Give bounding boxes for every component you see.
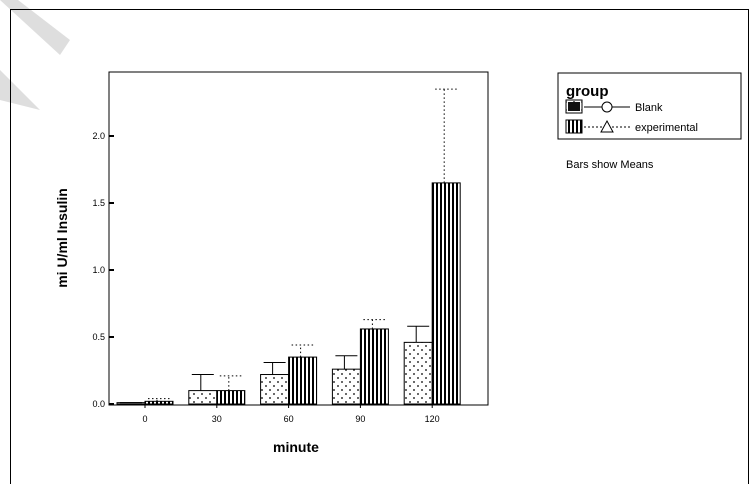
bar-blank — [260, 374, 290, 405]
y-tick-label: 2.0 — [92, 131, 105, 141]
bar-experimental — [359, 328, 389, 405]
y-tick-label: 0.5 — [92, 332, 105, 342]
legend-box — [557, 72, 742, 140]
legend-item-experimental: experimental — [565, 119, 698, 134]
bar-experimental — [144, 400, 174, 405]
y-tick-label: 1.5 — [92, 198, 105, 208]
x-tick-label: 60 — [284, 414, 294, 424]
error-bars-layer — [120, 88, 458, 404]
x-tick-label: 120 — [425, 414, 440, 424]
bars-layer — [116, 182, 461, 405]
figure-border — [10, 9, 749, 484]
y-tick-label: 0.0 — [92, 399, 105, 409]
legend-swatch-experimental — [565, 119, 583, 134]
x-axis-title: minute — [273, 439, 319, 455]
x-axis: 0 30 60 90 120 — [142, 404, 440, 424]
legend-swatch-blank-fill — [568, 102, 580, 111]
x-tick-label: 0 — [142, 414, 147, 424]
circle-marker-icon — [601, 101, 613, 113]
bar-blank — [331, 368, 361, 405]
bar-experimental — [431, 182, 461, 405]
legend-item-blank: Blank — [565, 99, 663, 114]
bar-blank — [403, 341, 433, 405]
y-axis: 0.0 0.5 1.0 1.5 2.0 — [92, 131, 114, 409]
bar-experimental — [216, 390, 246, 405]
bar-experimental — [288, 356, 318, 405]
triangle-marker-icon — [600, 119, 614, 133]
y-tick-label: 1.0 — [92, 265, 105, 275]
legend: group Blank experimental — [557, 72, 742, 140]
x-tick-label: 30 — [212, 414, 222, 424]
legend-label-blank: Blank — [635, 102, 663, 114]
bar-blank — [188, 390, 218, 405]
legend-label-experimental: experimental — [635, 122, 698, 134]
x-tick-label: 90 — [355, 414, 365, 424]
y-axis-title: mi U/ml Insulin — [54, 188, 70, 288]
legend-title: group — [566, 83, 609, 100]
chart-note: Bars show Means — [566, 159, 654, 171]
